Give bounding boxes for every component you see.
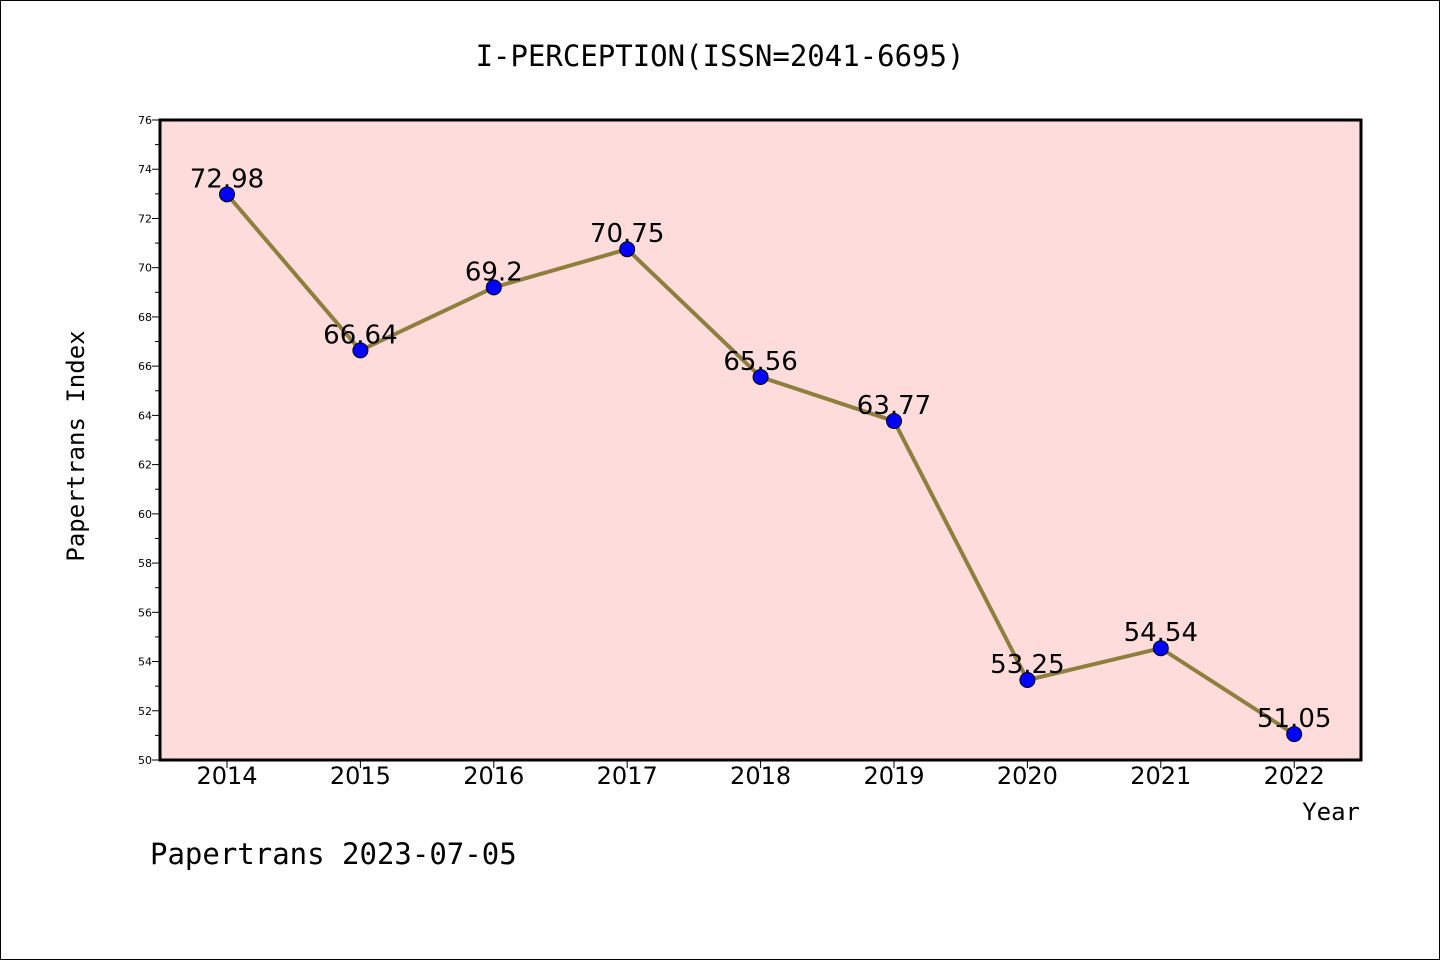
data-point [619, 241, 636, 258]
x-tick-label: 2017 [597, 762, 658, 790]
data-point [352, 342, 369, 359]
y-tick-label: 74 [138, 163, 152, 176]
x-tick-label: 2015 [330, 762, 391, 790]
x-tick-label: 2016 [463, 762, 524, 790]
data-label: 65.56 [723, 347, 797, 377]
data-label: 63.77 [857, 391, 931, 421]
y-tick-label: 70 [138, 262, 152, 275]
x-axis-label: Year [1302, 798, 1360, 826]
data-point [1019, 672, 1036, 688]
data-label: 70.75 [590, 219, 664, 249]
data-point [1152, 640, 1169, 657]
y-axis-label: Papertrans Index [62, 330, 90, 561]
y-tick-label: 54 [138, 656, 152, 669]
data-point [1286, 726, 1303, 743]
y-tick-label: 66 [138, 360, 152, 373]
y-tick-label: 68 [138, 311, 152, 324]
chart-title: I-PERCEPTION(ISSN=2041-6695) [476, 39, 965, 73]
x-tick-label: 2019 [863, 762, 924, 790]
data-labels: 72.98 66.64 69.2 70.75 65.56 63.77 53.25 54.54 5… [190, 164, 1332, 734]
y-tick-label: 60 [138, 508, 152, 521]
data-label: 53.25 [990, 650, 1064, 680]
y-tick-label: 76 [138, 114, 152, 127]
footer-text: Papertrans 2023-07-05 [150, 837, 517, 871]
data-point [485, 279, 502, 296]
y-tick-label: 62 [138, 459, 152, 472]
x-tick-label: 2020 [997, 762, 1058, 790]
data-label: 72.98 [190, 164, 264, 194]
data-label: 66.64 [323, 320, 397, 350]
y-tick-label: 56 [138, 606, 152, 619]
data-point [886, 413, 902, 430]
data-markers [219, 186, 1303, 743]
data-point [752, 368, 769, 385]
y-axis-ticks: 50 52 54 56 58 60 62 64 66 68 70 72 74 76 [138, 114, 160, 767]
x-axis-ticks: 2014 2015 2016 2017 2018 2019 2020 2021 2022 [196, 760, 1325, 790]
data-label: 51.05 [1257, 704, 1331, 734]
y-tick-label: 64 [138, 409, 152, 422]
y-tick-label: 58 [138, 557, 152, 570]
y-tick-label: 52 [138, 705, 152, 718]
data-label: 69.2 [465, 257, 523, 287]
y-tick-label: 50 [138, 754, 152, 767]
x-tick-label: 2021 [1130, 762, 1191, 790]
data-point [219, 186, 235, 203]
data-label: 54.54 [1124, 618, 1198, 648]
y-tick-label: 72 [138, 212, 152, 225]
x-tick-label: 2018 [730, 762, 791, 790]
plot-area [158, 118, 1363, 762]
x-tick-label: 2014 [196, 762, 257, 790]
x-tick-label: 2022 [1264, 762, 1325, 790]
